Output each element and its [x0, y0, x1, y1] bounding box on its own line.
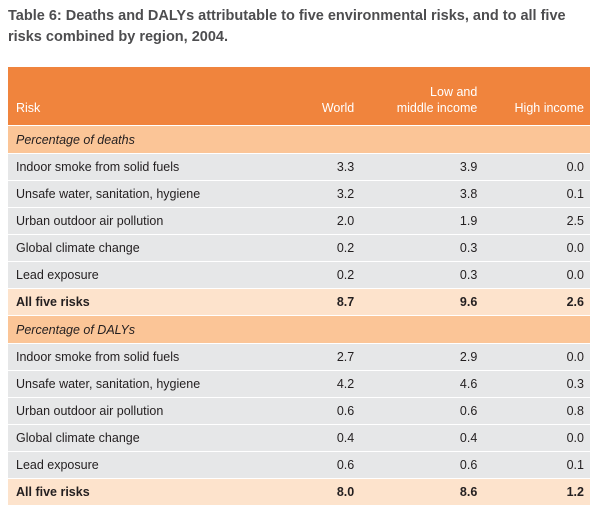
cell-high: 2.5: [477, 208, 590, 235]
table-row: Unsafe water, sanitation, hygiene 3.2 3.…: [8, 181, 590, 208]
cell-risk: Global climate change: [8, 235, 253, 262]
table-header-row: Risk World Low and middle income High in…: [8, 67, 590, 126]
section-deaths: Percentage of deaths: [8, 126, 590, 154]
cell-high: 0.0: [477, 262, 590, 289]
cell-risk: Global climate change: [8, 425, 253, 452]
cell-risk: Lead exposure: [8, 262, 253, 289]
cell-risk: All five risks: [8, 479, 253, 505]
cell-risk: All five risks: [8, 289, 253, 316]
cell-world: 0.6: [253, 398, 355, 425]
cell-world: 0.2: [253, 235, 355, 262]
table-row: Unsafe water, sanitation, hygiene 4.2 4.…: [8, 371, 590, 398]
section-title: Percentage of DALYs: [8, 316, 590, 344]
cell-lmi: 4.6: [354, 371, 477, 398]
header-low-middle-income: Low and middle income: [354, 67, 477, 126]
cell-world: 3.2: [253, 181, 355, 208]
cell-high: 0.1: [477, 452, 590, 479]
cell-lmi: 3.9: [354, 154, 477, 181]
table-row: Global climate change 0.4 0.4 0.0: [8, 425, 590, 452]
cell-lmi: 0.3: [354, 235, 477, 262]
cell-high: 0.0: [477, 235, 590, 262]
cell-high: 0.0: [477, 344, 590, 371]
cell-world: 8.0: [253, 479, 355, 505]
cell-lmi: 0.4: [354, 425, 477, 452]
cell-lmi: 8.6: [354, 479, 477, 505]
cell-world: 2.0: [253, 208, 355, 235]
table-caption: Table 6: Deaths and DALYs attributable t…: [8, 6, 588, 48]
cell-lmi: 2.9: [354, 344, 477, 371]
cell-lmi: 0.6: [354, 452, 477, 479]
cell-lmi: 3.8: [354, 181, 477, 208]
cell-risk: Unsafe water, sanitation, hygiene: [8, 371, 253, 398]
cell-world: 0.6: [253, 452, 355, 479]
table-row: Global climate change 0.2 0.3 0.0: [8, 235, 590, 262]
header-lmi-line1: Low and: [430, 85, 477, 99]
cell-lmi: 0.6: [354, 398, 477, 425]
cell-lmi: 9.6: [354, 289, 477, 316]
table-row: Indoor smoke from solid fuels 2.7 2.9 0.…: [8, 344, 590, 371]
table-row: Lead exposure 0.2 0.3 0.0: [8, 262, 590, 289]
total-row-deaths: All five risks 8.7 9.6 2.6: [8, 289, 590, 316]
table-row: Indoor smoke from solid fuels 3.3 3.9 0.…: [8, 154, 590, 181]
cell-risk: Urban outdoor air pollution: [8, 398, 253, 425]
cell-risk: Unsafe water, sanitation, hygiene: [8, 181, 253, 208]
cell-lmi: 1.9: [354, 208, 477, 235]
cell-world: 2.7: [253, 344, 355, 371]
header-lmi-line2: middle income: [397, 101, 478, 115]
cell-high: 0.3: [477, 371, 590, 398]
header-high-income: High income: [477, 67, 590, 126]
cell-risk: Indoor smoke from solid fuels: [8, 154, 253, 181]
cell-world: 3.3: [253, 154, 355, 181]
risk-table: Risk World Low and middle income High in…: [8, 67, 590, 505]
section-title: Percentage of deaths: [8, 126, 590, 154]
section-dalys: Percentage of DALYs: [8, 316, 590, 344]
table-row: Lead exposure 0.6 0.6 0.1: [8, 452, 590, 479]
cell-risk: Indoor smoke from solid fuels: [8, 344, 253, 371]
cell-high: 2.6: [477, 289, 590, 316]
header-world: World: [253, 67, 355, 126]
cell-world: 0.2: [253, 262, 355, 289]
cell-high: 0.0: [477, 425, 590, 452]
table-row: Urban outdoor air pollution 2.0 1.9 2.5: [8, 208, 590, 235]
cell-world: 0.4: [253, 425, 355, 452]
table-row: Urban outdoor air pollution 0.6 0.6 0.8: [8, 398, 590, 425]
cell-high: 0.0: [477, 154, 590, 181]
cell-world: 8.7: [253, 289, 355, 316]
cell-lmi: 0.3: [354, 262, 477, 289]
total-row-dalys: All five risks 8.0 8.6 1.2: [8, 479, 590, 505]
cell-high: 0.8: [477, 398, 590, 425]
cell-high: 1.2: [477, 479, 590, 505]
cell-high: 0.1: [477, 181, 590, 208]
cell-risk: Urban outdoor air pollution: [8, 208, 253, 235]
cell-world: 4.2: [253, 371, 355, 398]
cell-risk: Lead exposure: [8, 452, 253, 479]
header-risk: Risk: [8, 67, 253, 126]
